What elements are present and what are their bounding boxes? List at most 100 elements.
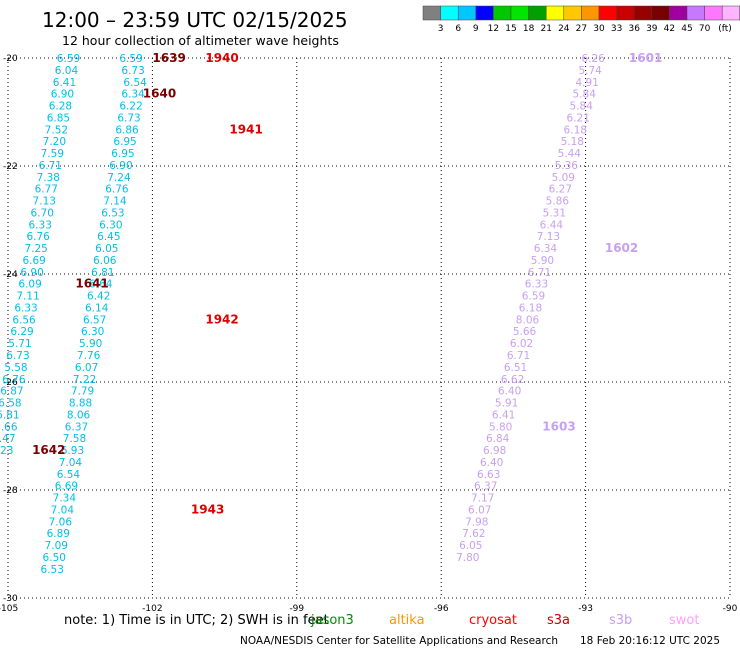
wave-height-label: 6.77 xyxy=(35,184,58,196)
wave-height-label: 5.36 xyxy=(555,160,579,172)
wave-height-label: 6.76 xyxy=(26,231,50,243)
pass-time-label: 1642 xyxy=(32,443,65,457)
x-axis-ticks: -105 -102 -99 -96 -93 -90 xyxy=(0,604,738,614)
colorbar-label: 33 xyxy=(611,24,622,34)
colorbar-swatch xyxy=(651,5,670,21)
pass-time-label: 1601 xyxy=(629,51,662,65)
wave-height-label: 6.90 xyxy=(20,267,43,279)
colorbar-label: 6 xyxy=(455,24,461,34)
wave-height-label: 6.40 xyxy=(480,457,503,469)
wave-height-label: 6.14 xyxy=(85,302,109,314)
colorbar-swatch xyxy=(598,5,617,21)
y-tick-label: -28 xyxy=(3,486,18,496)
wave-height-label: 5.31 xyxy=(543,207,566,219)
wave-height-label: 6.86 xyxy=(115,124,139,136)
wave-height-label: 6.71 xyxy=(39,160,62,172)
wave-height-label: 6.40 xyxy=(498,386,521,398)
wave-height-label: 5.86 xyxy=(546,196,570,208)
pass-time-label: 1640 xyxy=(143,87,176,101)
wave-height-label: 6.57 xyxy=(83,314,106,326)
wave-height-label: 5.84 xyxy=(570,101,594,113)
colorbar-swatch xyxy=(510,5,529,21)
colorbar-label: 9 xyxy=(473,24,479,34)
wave-height-label: 6.90 xyxy=(109,160,132,172)
wave-height-label: 7.24 xyxy=(107,172,131,184)
pass-time-label: 1940 xyxy=(205,51,238,65)
wave-height-label: 7.14 xyxy=(103,196,127,208)
wave-height-label: 7.38 xyxy=(37,172,60,184)
wave-height-label: 6.02 xyxy=(510,338,533,350)
colorbar-label: 42 xyxy=(664,24,675,34)
wave-height-label: 5.09 xyxy=(552,172,575,184)
colorbar-swatch xyxy=(581,5,600,21)
wave-height-label: 6.33 xyxy=(29,219,52,231)
colorbar-label: 45 xyxy=(681,24,692,34)
colorbar-label: 12 xyxy=(488,24,499,34)
pass-time-label: 1603 xyxy=(542,419,575,433)
colorbar-legend: 3 6 9 12 15 18 21 24 27 30 33 36 39 42 45 70 (ft) xyxy=(422,5,740,34)
wave-height-label: 6.51 xyxy=(504,362,527,374)
colorbar-label: 30 xyxy=(593,24,605,34)
wave-height-label: 6.81 xyxy=(0,409,20,421)
wave-height-label: 6.33 xyxy=(525,279,548,291)
wave-height-label: 5.84 xyxy=(573,89,597,101)
wave-height-label: 7.52 xyxy=(45,124,68,136)
wave-height-label: 7.80 xyxy=(456,552,479,564)
wave-height-label: 6.93 xyxy=(61,445,84,457)
x-tick-label: -102 xyxy=(142,604,162,614)
wave-height-label: 5.71 xyxy=(8,338,31,350)
y-tick-label: -24 xyxy=(3,270,18,280)
wave-height-label: 7.58 xyxy=(63,433,86,445)
y-tick-label: -22 xyxy=(3,162,18,172)
wave-height-label: 6.76 xyxy=(2,374,26,386)
wave-height-label: 6.56 xyxy=(12,314,36,326)
colorbar-swatch xyxy=(475,5,494,21)
wave-height-label: 6.87 xyxy=(0,386,23,398)
colorbar-label: 70 xyxy=(699,24,711,34)
x-tick-label: -99 xyxy=(289,604,304,614)
wave-height-label: 6.71 xyxy=(507,350,530,362)
colorbar-swatch xyxy=(545,5,565,21)
colorbar-swatch xyxy=(457,5,477,21)
wave-height-label: 6.30 xyxy=(99,219,122,231)
wave-height-label: 6.47 xyxy=(0,433,16,445)
wave-height-label: 5.66 xyxy=(513,326,537,338)
grid-lines xyxy=(7,57,731,599)
wave-height-label: 6.89 xyxy=(47,528,70,540)
wave-height-label: 6.64 xyxy=(89,279,113,291)
pass-time-label: 1641 xyxy=(75,277,108,291)
wave-height-label: 6.05 xyxy=(95,243,118,255)
pass-time-label: 1942 xyxy=(205,312,238,326)
y-tick-label: -30 xyxy=(3,594,18,604)
wave-height-label: 6.29 xyxy=(10,326,33,338)
chart-subtitle: 12 hour collection of altimeter wave hei… xyxy=(62,33,339,48)
wave-height-label: 6.50 xyxy=(43,552,66,564)
y-tick-label: -26 xyxy=(3,378,18,388)
wave-height-label: 6.34 xyxy=(534,243,558,255)
wave-height-label: 6.07 xyxy=(75,362,98,374)
wave-height-label: 7.62 xyxy=(462,528,485,540)
wave-height-label: 6.95 xyxy=(111,148,134,160)
colorbar-label: 39 xyxy=(646,24,658,34)
colorbar-swatch xyxy=(704,5,723,21)
wave-height-label: 6.26 xyxy=(581,53,605,65)
wave-height-label: 6.41 xyxy=(492,409,515,421)
footer-credit: NOAA/NESDIS Center for Satellite Applica… xyxy=(240,635,558,647)
wave-height-label: 6.73 xyxy=(6,350,29,362)
colorbar-swatch xyxy=(669,5,688,21)
wave-height-label: 6.95 xyxy=(113,136,136,148)
wave-height-label: 6.53 xyxy=(41,564,64,576)
chart-title: 12:00 – 23:59 UTC 02/15/2025 xyxy=(42,8,348,32)
satellite-legend-cryosat: cryosat xyxy=(469,613,517,628)
wave-height-label: 7.76 xyxy=(77,350,101,362)
pass-time-label: 1602 xyxy=(605,241,638,255)
wave-height-label: 7.20 xyxy=(43,136,66,148)
data-points: 6.596.046.416.906.286.857.527.207.596.71… xyxy=(0,53,605,576)
wave-height-label: 6.69 xyxy=(22,255,45,267)
wave-height-label: 6.23 xyxy=(0,445,13,457)
wave-height-label: 6.44 xyxy=(540,219,564,231)
wave-height-label: 5.44 xyxy=(558,148,582,160)
x-tick-label: -96 xyxy=(434,604,449,614)
wave-height-label: 6.18 xyxy=(564,124,587,136)
wave-height-label: 6.85 xyxy=(47,112,70,124)
